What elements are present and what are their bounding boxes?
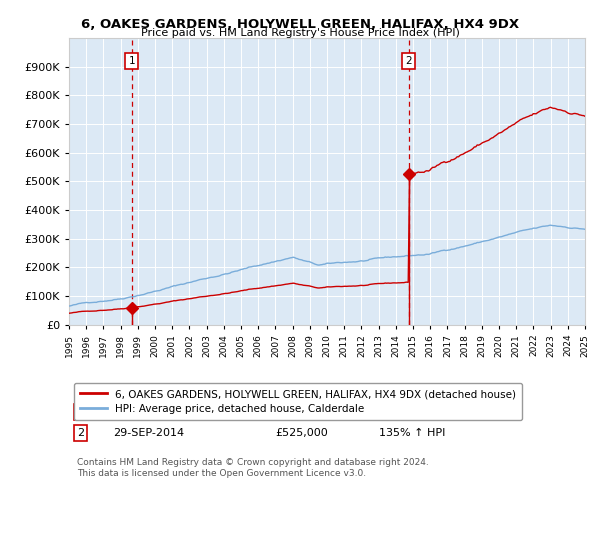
Text: £59,995: £59,995 <box>275 407 322 417</box>
Text: Contains HM Land Registry data © Crown copyright and database right 2024.
This d: Contains HM Land Registry data © Crown c… <box>77 458 428 478</box>
Text: 29-SEP-2014: 29-SEP-2014 <box>113 428 184 438</box>
Text: 30% ↓ HPI: 30% ↓ HPI <box>379 407 438 417</box>
Text: 21-AUG-1998: 21-AUG-1998 <box>113 407 187 417</box>
Text: 1: 1 <box>77 407 84 417</box>
Text: 1: 1 <box>128 56 135 66</box>
Text: 6, OAKES GARDENS, HOLYWELL GREEN, HALIFAX, HX4 9DX: 6, OAKES GARDENS, HOLYWELL GREEN, HALIFA… <box>81 18 519 31</box>
Text: 2: 2 <box>406 56 412 66</box>
Legend: 6, OAKES GARDENS, HOLYWELL GREEN, HALIFAX, HX4 9DX (detached house), HPI: Averag: 6, OAKES GARDENS, HOLYWELL GREEN, HALIFA… <box>74 383 522 420</box>
Text: 2: 2 <box>77 428 84 438</box>
Text: 135% ↑ HPI: 135% ↑ HPI <box>379 428 445 438</box>
Text: Price paid vs. HM Land Registry's House Price Index (HPI): Price paid vs. HM Land Registry's House … <box>140 28 460 38</box>
Text: £525,000: £525,000 <box>275 428 328 438</box>
